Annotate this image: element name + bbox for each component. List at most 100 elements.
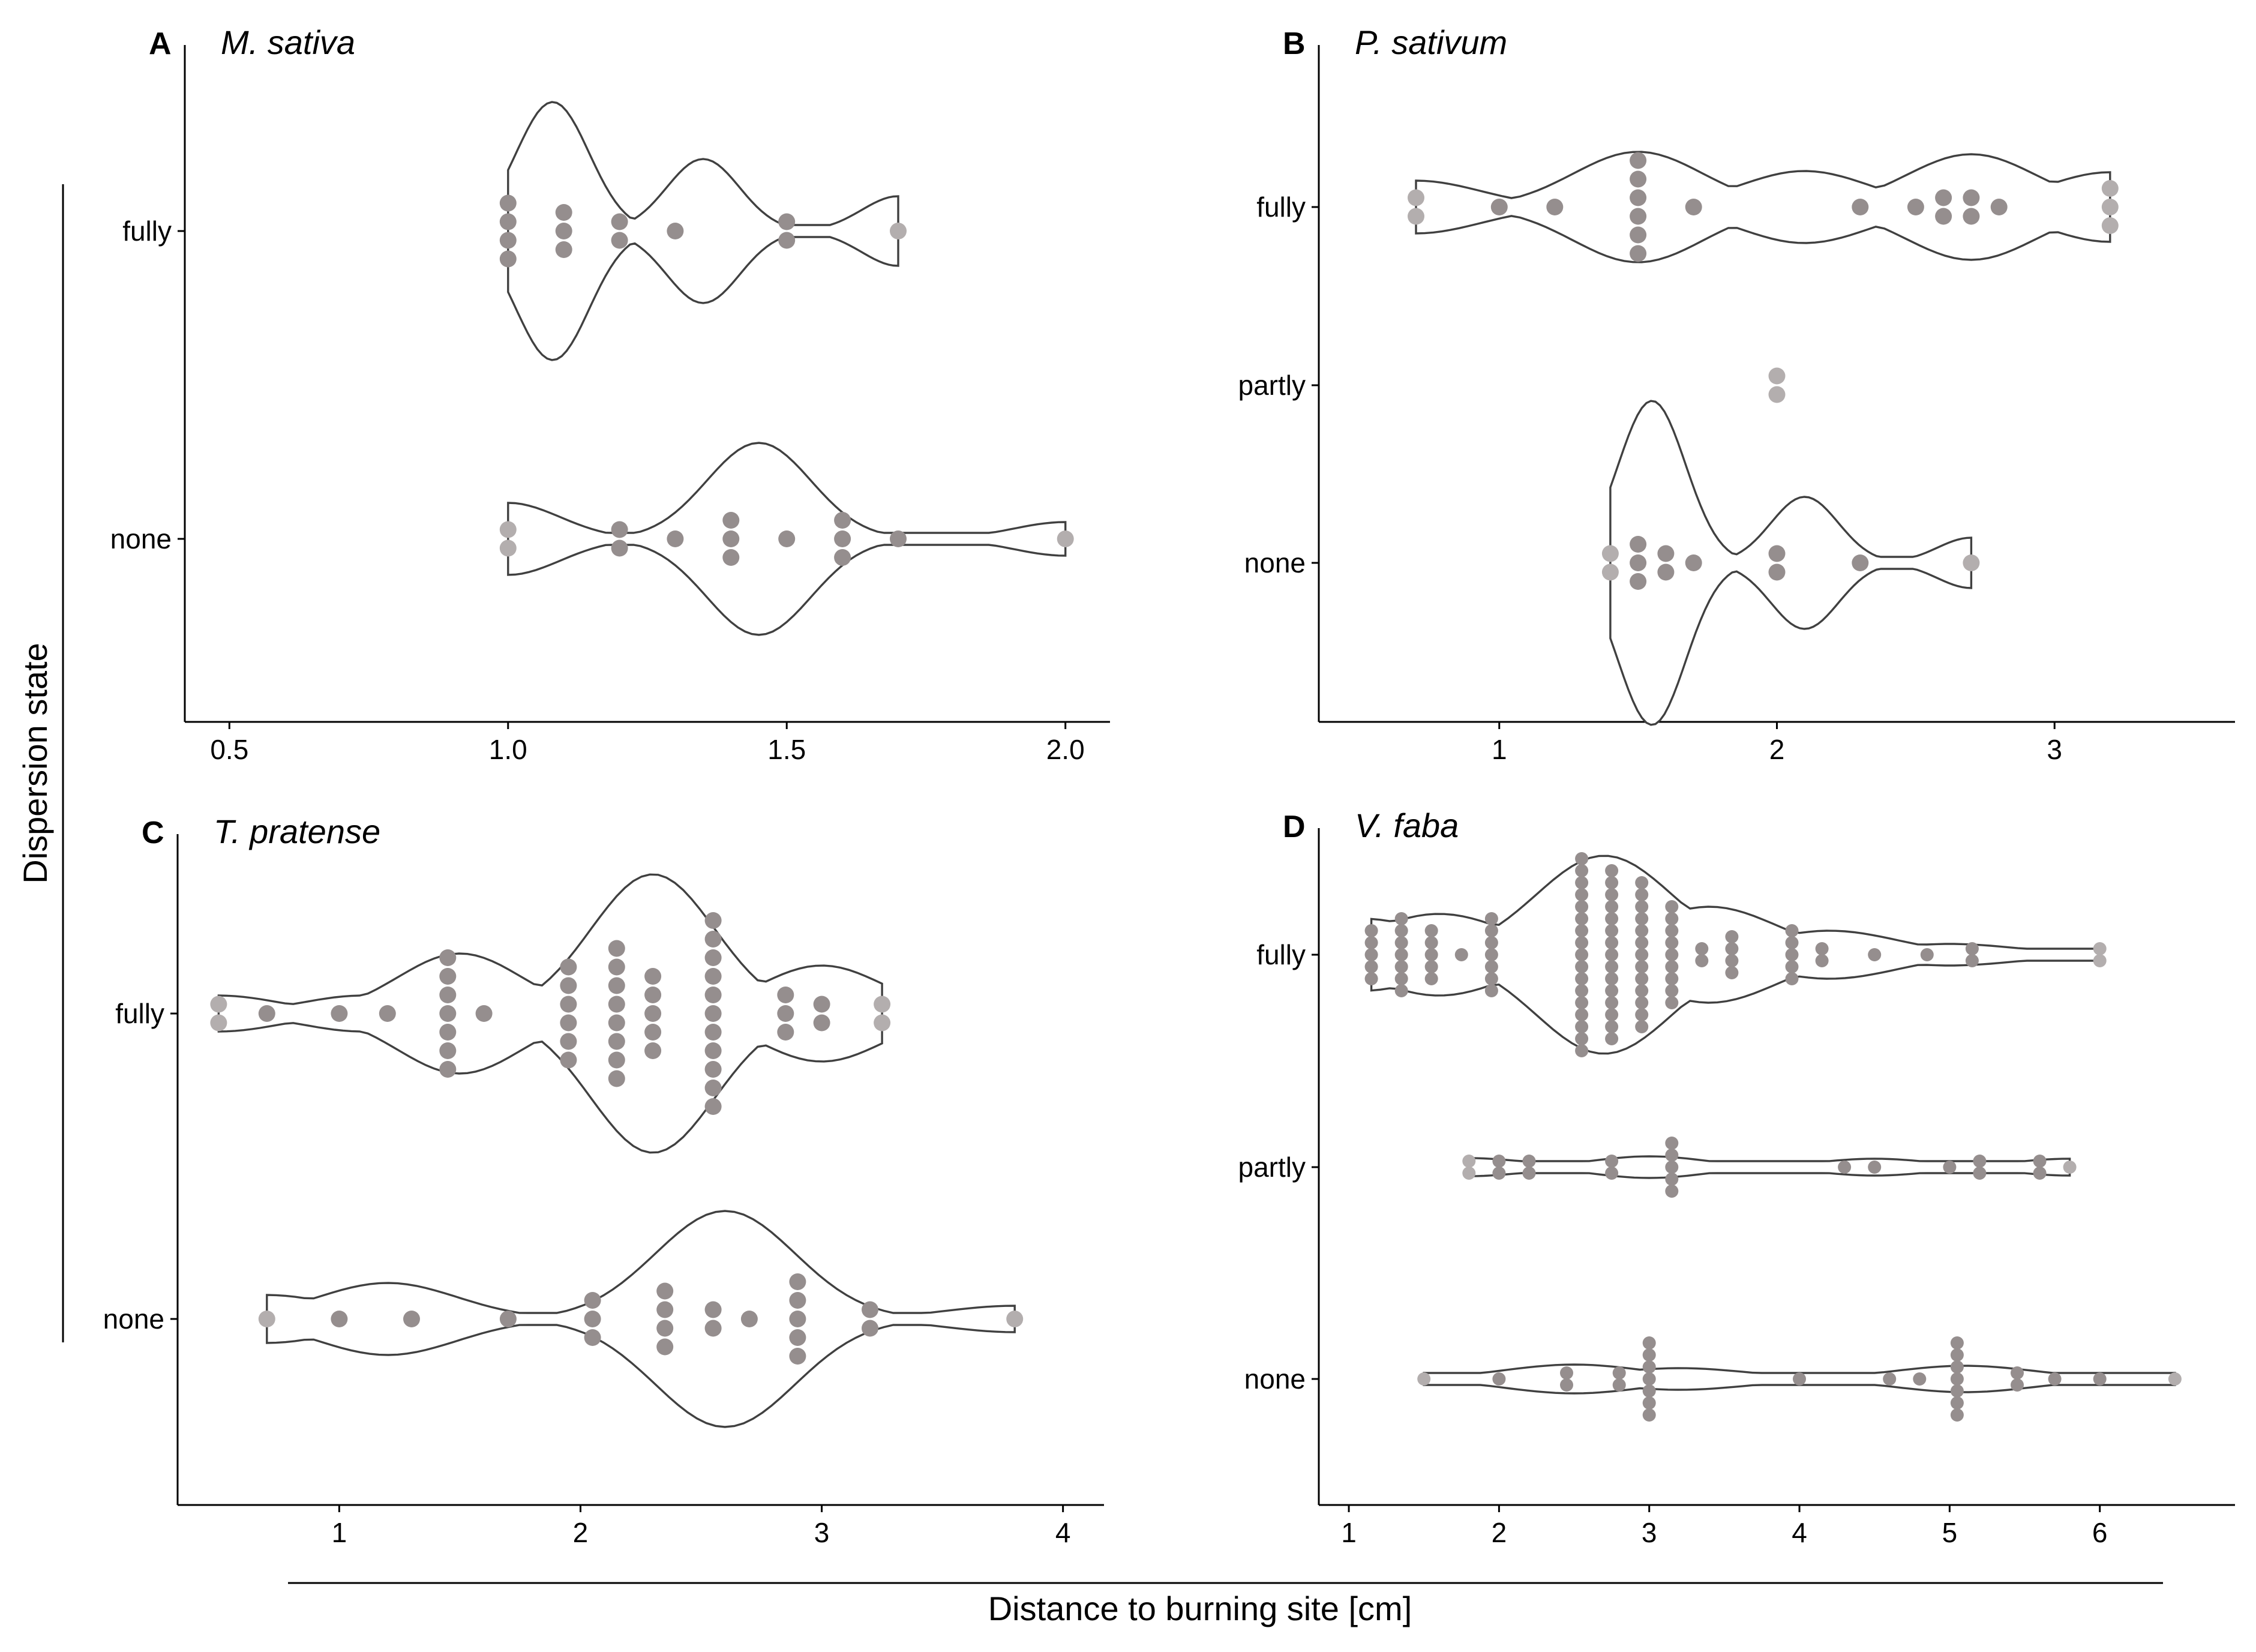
data-point bbox=[2101, 180, 2119, 197]
panel-title: P. sativum bbox=[1355, 23, 1507, 61]
x-tick-label: 1.0 bbox=[489, 734, 527, 765]
panel-a: A M. sativa 0.5 1.0 1.5 2.0 fully none bbox=[110, 23, 1110, 765]
data-point bbox=[1725, 954, 1739, 967]
data-point bbox=[1605, 864, 1619, 877]
data-point bbox=[608, 1014, 625, 1032]
data-point bbox=[1963, 189, 1980, 206]
data-point bbox=[1950, 1348, 1964, 1362]
data-point bbox=[1462, 1167, 1476, 1180]
data-point bbox=[704, 1098, 722, 1115]
data-point bbox=[1394, 924, 1408, 937]
data-point bbox=[1635, 996, 1649, 1009]
data-point bbox=[1484, 936, 1498, 949]
y-tick-label: none bbox=[103, 1303, 164, 1335]
data-point bbox=[778, 232, 796, 249]
data-point bbox=[1665, 984, 1679, 997]
data-point bbox=[1408, 189, 1424, 206]
data-point bbox=[1868, 1161, 1882, 1174]
data-point bbox=[1635, 888, 1649, 901]
data-point bbox=[1883, 1372, 1897, 1386]
data-point bbox=[439, 949, 457, 966]
data-point bbox=[210, 1014, 227, 1032]
data-point bbox=[1484, 960, 1498, 973]
data-point bbox=[704, 1061, 722, 1078]
data-point bbox=[1492, 1372, 1506, 1386]
y-tick-label: none bbox=[1244, 547, 1306, 578]
data-point bbox=[439, 968, 457, 985]
y-tick-label: fully bbox=[115, 998, 164, 1029]
data-point bbox=[834, 512, 851, 529]
data-point bbox=[1424, 948, 1438, 961]
data-point bbox=[1575, 900, 1589, 913]
data-point bbox=[439, 1024, 457, 1041]
data-point bbox=[704, 931, 722, 948]
data-point bbox=[1785, 924, 1799, 937]
data-point bbox=[1630, 170, 1647, 188]
data-point bbox=[813, 996, 830, 1013]
data-point bbox=[1006, 1311, 1024, 1327]
data-point bbox=[1695, 954, 1709, 967]
data-point bbox=[789, 1292, 806, 1309]
data-point bbox=[1454, 948, 1468, 961]
data-point bbox=[874, 996, 891, 1013]
data-point bbox=[560, 977, 577, 994]
data-point bbox=[1635, 1020, 1649, 1033]
panel-title: M. sativa bbox=[221, 23, 355, 61]
data-point bbox=[439, 1061, 457, 1078]
data-point bbox=[1424, 924, 1438, 937]
y-tick-label: partly bbox=[1238, 1152, 1306, 1183]
panel-letter: C bbox=[142, 815, 164, 850]
data-point bbox=[1605, 1008, 1619, 1021]
data-point bbox=[439, 1005, 457, 1022]
data-point bbox=[1605, 996, 1619, 1009]
data-point bbox=[1605, 900, 1619, 913]
data-point bbox=[1394, 960, 1408, 973]
data-point bbox=[1973, 1155, 1987, 1168]
panel-d: D V. faba 1 2 3 4 5 6 fully partly none bbox=[1238, 806, 2235, 1548]
data-point bbox=[656, 1282, 674, 1300]
y-tick-label: none bbox=[110, 523, 172, 554]
data-point bbox=[1575, 972, 1589, 985]
data-point bbox=[1950, 1396, 1964, 1410]
data-point bbox=[1364, 972, 1378, 985]
data-point bbox=[584, 1311, 601, 1327]
data-point bbox=[1785, 948, 1799, 961]
data-point bbox=[608, 1033, 625, 1050]
y-tick-label: none bbox=[1244, 1363, 1306, 1395]
data-point bbox=[789, 1348, 806, 1365]
data-point bbox=[2048, 1372, 2062, 1386]
data-point bbox=[704, 949, 722, 966]
x-tick-label: 2.0 bbox=[1046, 734, 1085, 765]
data-point bbox=[1394, 936, 1408, 949]
data-point bbox=[740, 1311, 758, 1327]
data-point bbox=[1417, 1372, 1431, 1386]
data-point bbox=[1950, 1360, 1964, 1374]
data-point bbox=[1490, 199, 1508, 215]
data-point bbox=[644, 1005, 662, 1022]
data-point bbox=[1990, 199, 2008, 215]
data-point bbox=[1665, 996, 1679, 1009]
data-point bbox=[1685, 554, 1702, 571]
data-point bbox=[1612, 1378, 1626, 1392]
data-point bbox=[1612, 1366, 1626, 1380]
data-point bbox=[722, 530, 740, 547]
data-point bbox=[2033, 1155, 2047, 1168]
data-point bbox=[1605, 912, 1619, 925]
data-point bbox=[1665, 924, 1679, 937]
data-point bbox=[777, 1024, 794, 1041]
data-point bbox=[608, 1070, 625, 1087]
data-point bbox=[1484, 912, 1498, 925]
data-point bbox=[789, 1273, 806, 1290]
data-point bbox=[1575, 852, 1589, 865]
x-tick-label: 4 bbox=[1055, 1517, 1071, 1548]
data-point bbox=[1630, 189, 1647, 206]
panel-letter: A bbox=[149, 26, 172, 61]
data-point bbox=[331, 1311, 348, 1327]
data-point bbox=[777, 1005, 794, 1022]
data-point bbox=[667, 223, 684, 239]
data-point bbox=[1605, 984, 1619, 997]
data-point bbox=[813, 1014, 830, 1032]
data-point bbox=[1575, 1008, 1589, 1021]
y-tick-label: fully bbox=[1256, 939, 1306, 970]
